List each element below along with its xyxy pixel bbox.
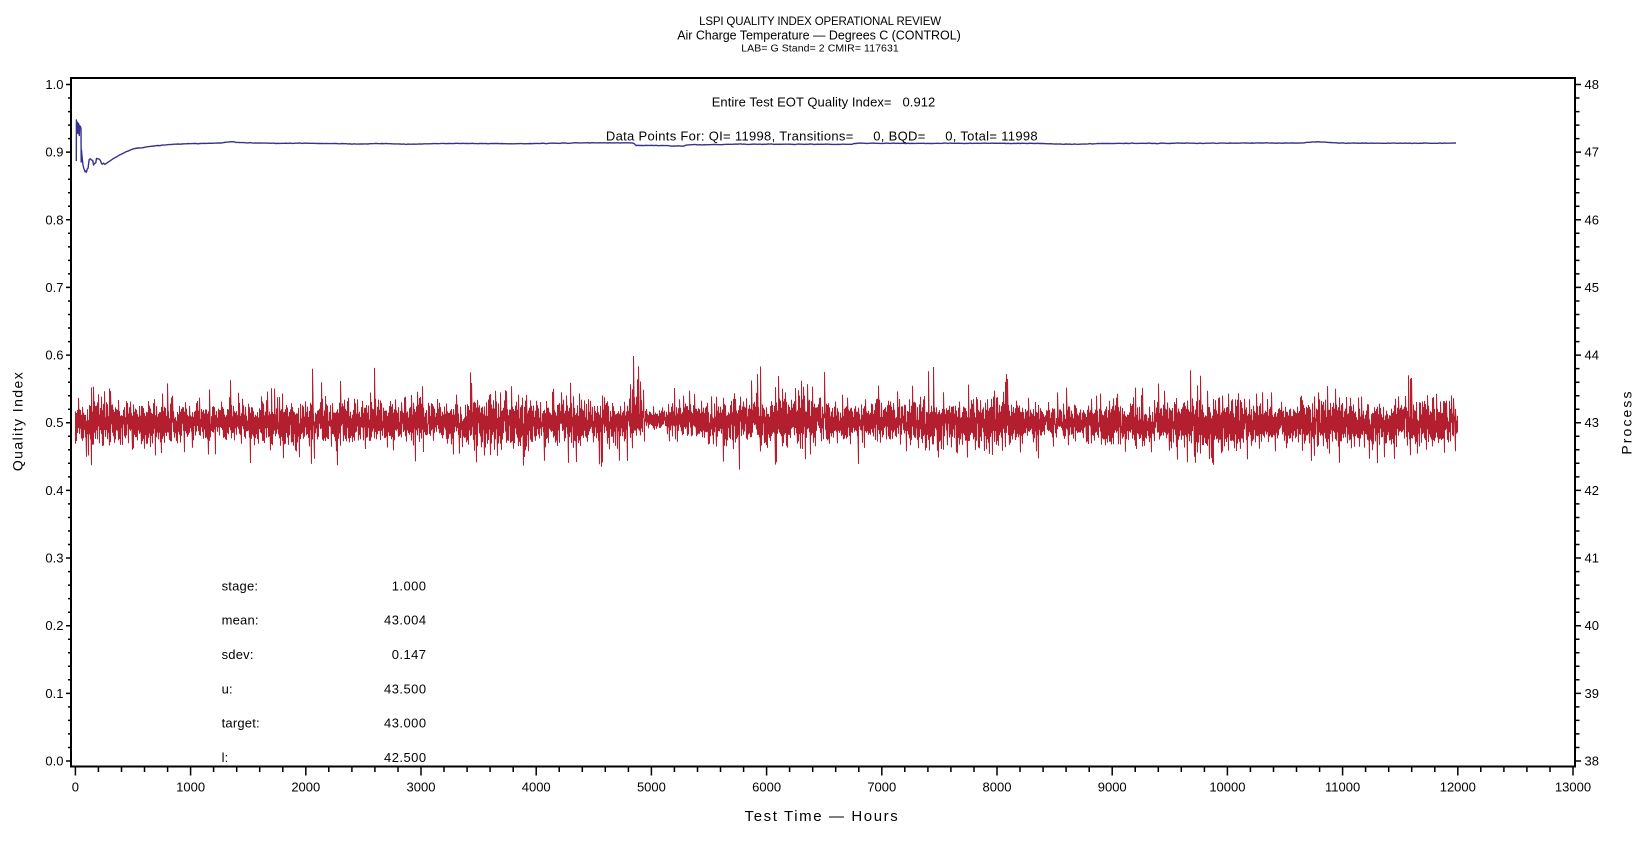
svg-text:43.000: 43.000: [384, 716, 426, 731]
svg-text:4000: 4000: [522, 780, 551, 795]
svg-text:LSPI QUALITY INDEX OPERATIONAL: LSPI QUALITY INDEX OPERATIONAL REVIEW: [699, 16, 941, 28]
svg-text:0.4: 0.4: [45, 483, 63, 498]
svg-text:0.0: 0.0: [45, 754, 63, 769]
svg-text:Process: Process: [1619, 389, 1635, 454]
svg-text:Test Time — Hours: Test Time — Hours: [745, 808, 900, 825]
svg-text:43.500: 43.500: [384, 681, 426, 696]
svg-text:0.3: 0.3: [45, 551, 63, 566]
svg-text:target:: target:: [222, 716, 260, 731]
svg-text:0.9: 0.9: [45, 145, 63, 160]
svg-text:10000: 10000: [1209, 780, 1245, 795]
svg-text:47: 47: [1585, 145, 1599, 160]
svg-text:9000: 9000: [1098, 780, 1127, 795]
svg-text:u:: u:: [222, 681, 233, 696]
svg-text:l:: l:: [222, 750, 229, 765]
svg-text:Data Points For: QI= 11998, Tr: Data Points For: QI= 11998, Transitions=…: [606, 128, 1038, 143]
svg-text:LAB= G Stand= 2 CMIR= 117631: LAB= G Stand= 2 CMIR= 117631: [741, 43, 899, 55]
svg-text:0.6: 0.6: [45, 348, 63, 363]
svg-text:0: 0: [72, 780, 79, 795]
svg-text:2000: 2000: [291, 780, 320, 795]
svg-text:1.0: 1.0: [45, 77, 63, 92]
svg-text:stage:: stage:: [222, 578, 259, 593]
svg-text:45: 45: [1585, 280, 1599, 295]
svg-text:43.004: 43.004: [384, 613, 426, 628]
svg-text:44: 44: [1585, 348, 1599, 363]
svg-text:48: 48: [1585, 77, 1599, 92]
svg-text:11000: 11000: [1325, 780, 1360, 795]
svg-text:40: 40: [1585, 618, 1599, 633]
svg-text:0.8: 0.8: [45, 212, 63, 227]
svg-text:3000: 3000: [407, 780, 436, 795]
svg-text:0.147: 0.147: [392, 647, 427, 662]
svg-text:39: 39: [1585, 686, 1599, 701]
svg-text:8000: 8000: [983, 780, 1012, 795]
svg-text:12000: 12000: [1440, 780, 1476, 795]
svg-text:13000: 13000: [1555, 780, 1591, 795]
svg-text:Entire Test EOT Quality Index=: Entire Test EOT Quality Index= 0.912: [712, 95, 936, 110]
svg-text:46: 46: [1585, 212, 1599, 227]
svg-text:41: 41: [1585, 551, 1599, 566]
svg-text:Air Charge Temperature — Degre: Air Charge Temperature — Degrees C (CONT…: [677, 29, 961, 43]
svg-text:42.500: 42.500: [384, 750, 426, 765]
svg-text:0.2: 0.2: [45, 618, 63, 633]
svg-text:43: 43: [1585, 415, 1599, 430]
svg-text:1.000: 1.000: [392, 578, 427, 593]
svg-text:0.7: 0.7: [45, 280, 63, 295]
svg-text:6000: 6000: [752, 780, 781, 795]
svg-text:0.1: 0.1: [45, 686, 63, 701]
svg-text:38: 38: [1585, 754, 1599, 769]
svg-text:42: 42: [1585, 483, 1599, 498]
svg-text:sdev:: sdev:: [222, 647, 254, 662]
svg-text:1000: 1000: [176, 780, 205, 795]
svg-text:5000: 5000: [637, 780, 666, 795]
svg-text:7000: 7000: [867, 780, 896, 795]
svg-text:Quality Index: Quality Index: [10, 371, 26, 471]
svg-text:0.5: 0.5: [45, 415, 63, 430]
svg-text:mean:: mean:: [222, 613, 259, 628]
